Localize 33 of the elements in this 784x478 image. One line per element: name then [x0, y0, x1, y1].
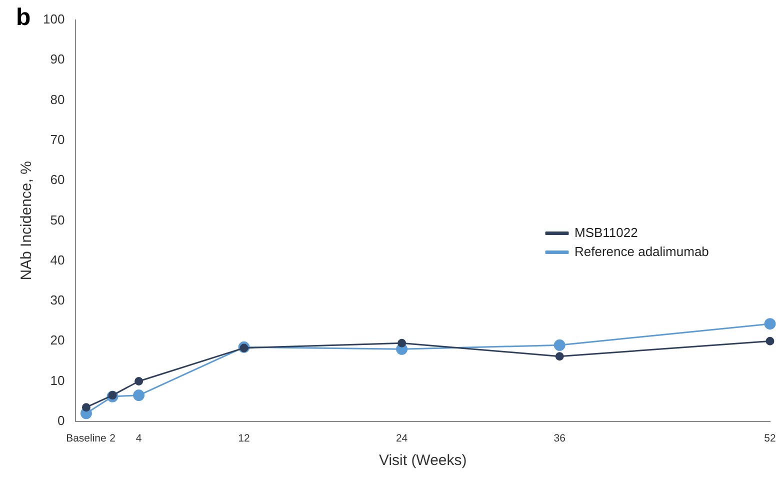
point: [240, 344, 248, 352]
x-tick-label: 2: [110, 432, 116, 445]
y-tick-label: 70: [50, 132, 65, 147]
point: [134, 377, 144, 386]
y-tick-label: 20: [50, 332, 65, 348]
y-tick-label: 60: [50, 172, 65, 188]
y-tick-label: 90: [50, 52, 65, 67]
y-tick-label: 100: [42, 12, 65, 27]
point: [133, 390, 145, 402]
point: [764, 318, 776, 330]
y-tick-label: 50: [50, 212, 65, 228]
legend-label: MSB11022: [574, 224, 638, 240]
x-tick-label: 24: [396, 432, 408, 445]
point: [554, 339, 566, 351]
x-tick-label: 52: [764, 432, 776, 445]
point: [766, 336, 774, 346]
point: [108, 391, 117, 400]
x-tick-label: 12: [238, 432, 250, 445]
point: [555, 352, 564, 361]
x-tick-label: Baseline: [66, 432, 107, 445]
legend-label: Reference adalimumab: [574, 244, 709, 259]
y-tick-label: 0: [57, 412, 65, 428]
y-tick-label: 80: [50, 92, 65, 107]
y-tick-label: 30: [50, 292, 65, 308]
point: [82, 403, 90, 412]
x-tick-label: 4: [136, 432, 142, 445]
point: [398, 338, 406, 348]
x-tick-label: 36: [554, 432, 566, 445]
y-tick-label: 40: [50, 252, 65, 268]
x-axis-title: Visit (Weeks): [378, 452, 467, 470]
text: b: [16, 4, 31, 32]
y-axis-title: NAb Incidence, %: [18, 161, 36, 280]
y-tick-label: 10: [50, 372, 65, 388]
